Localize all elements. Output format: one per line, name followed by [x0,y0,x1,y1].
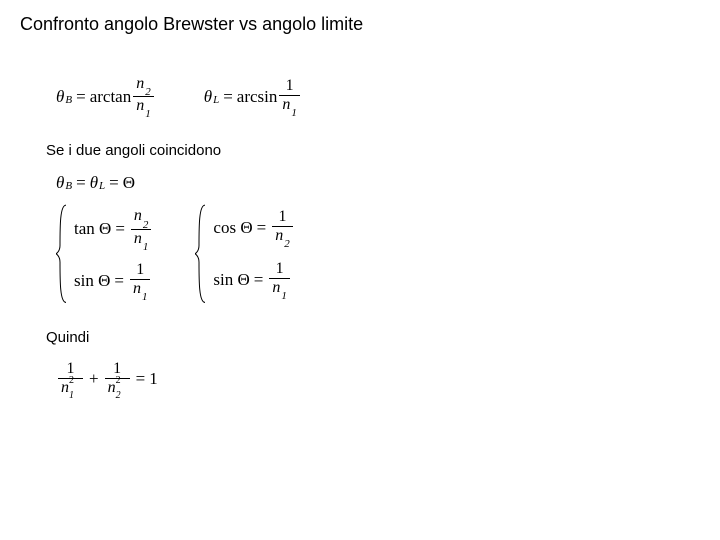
one: 1 [275,208,289,226]
arctan-fn: arctan [90,87,132,107]
eq-coincide: θB = θL = Θ [56,173,135,193]
n-glyph: n [134,230,142,247]
sub-2: 2 [145,86,151,98]
eq-tan: tan Θ = n2 n1 [74,207,153,250]
system-left: tan Θ = n2 n1 sin Θ = 1 n1 [56,203,153,305]
Theta-glyph: Θ [238,270,250,290]
subhead-if: Se i due angoli coincidono [46,142,700,159]
frac-1-n1: 1 n1 [269,260,290,300]
frac-1-n1: 1 n1 [279,77,300,117]
equals: = [109,173,119,193]
n-glyph: n [108,380,116,396]
equals: = [115,219,125,239]
system-right: cos Θ = 1 n2 sin Θ = 1 n1 [195,203,294,305]
Theta-glyph: Θ [240,218,252,238]
equals: = [114,271,124,291]
n-glyph: n [282,96,290,113]
slide-page: Confronto angolo Brewster vs angolo limi… [0,0,720,540]
sub-b: B [65,94,72,106]
sub-1: 1 [281,290,287,302]
cos-fn: cos [213,218,236,238]
sub-2: 2 [143,219,149,231]
sup-2: 2 [116,377,121,385]
subhead-then: Quindi [46,329,700,346]
eq-pythag: 1 n 2 1 + 1 [56,360,158,397]
theta-glyph: θ [56,173,64,193]
one: 1 [149,369,158,389]
theta-glyph: θ [90,173,98,193]
Theta-glyph: Θ [123,173,135,193]
equals: = [76,87,86,107]
sub-1: 1 [145,108,151,120]
equals: = [76,173,86,193]
eq-limit: θL = arcsin 1 n1 [204,77,302,117]
equals: = [136,369,146,389]
sup-2: 2 [69,377,74,385]
one: 1 [283,77,297,95]
n-glyph: n [133,280,141,297]
page-title: Confronto angolo Brewster vs angolo limi… [20,14,700,35]
plus: + [89,369,99,389]
equals: = [254,270,264,290]
theta-glyph: θ [56,87,64,107]
sub-l: L [213,94,219,106]
sub-b: B [65,180,72,192]
n-glyph: n [136,97,144,114]
frac-n2-n1: n2 n1 [131,207,152,250]
theta-glyph: θ [204,87,212,107]
eq-cos: cos Θ = 1 n2 [213,208,294,248]
brace-icon [195,203,207,305]
eq-sin-2: sin Θ = 1 n1 [213,260,294,300]
sin-fn: sin [74,271,94,291]
n-glyph: n [136,75,144,92]
sub-l: L [99,180,105,192]
sub-1: 1 [143,241,149,253]
n-glyph: n [275,227,283,244]
one: 1 [273,260,287,278]
n-glyph: n [272,279,280,296]
sub-1: 1 [142,291,148,303]
equals: = [257,218,267,238]
eq-sin: sin Θ = 1 n1 [74,261,153,301]
Theta-glyph: Θ [98,271,110,291]
final-equation: 1 n 2 1 + 1 [56,360,700,397]
sin-fn: sin [213,270,233,290]
sub-2: 2 [116,392,121,400]
sub-2: 2 [284,238,290,250]
equality-line: θB = θL = Θ [56,173,700,193]
definition-equations: θB = arctan n2 n1 θL = arcsin 1 n1 [56,75,700,118]
frac-1-n2sq: 1 n 2 2 [105,360,130,397]
sub-1: 1 [69,392,74,400]
one: 1 [133,261,147,279]
n-glyph: n [61,380,69,396]
frac-1-n2: 1 n2 [272,208,293,248]
n-glyph: n [134,207,142,224]
eq-brewster: θB = arctan n2 n1 [56,75,156,118]
brace-icon [56,203,68,305]
frac-1-n1: 1 n1 [130,261,151,301]
frac-n2-n1: n2 n1 [133,75,154,118]
Theta-glyph: Θ [99,219,111,239]
n1-squared: n 2 1 [61,380,69,396]
n2-squared: n 2 2 [108,380,116,396]
systems-row: tan Θ = n2 n1 sin Θ = 1 n1 [56,203,700,305]
arcsin-fn: arcsin [237,87,278,107]
frac-1-n1sq: 1 n 2 1 [58,360,83,397]
equals: = [223,87,233,107]
tan-fn: tan [74,219,95,239]
sub-1: 1 [291,107,297,119]
